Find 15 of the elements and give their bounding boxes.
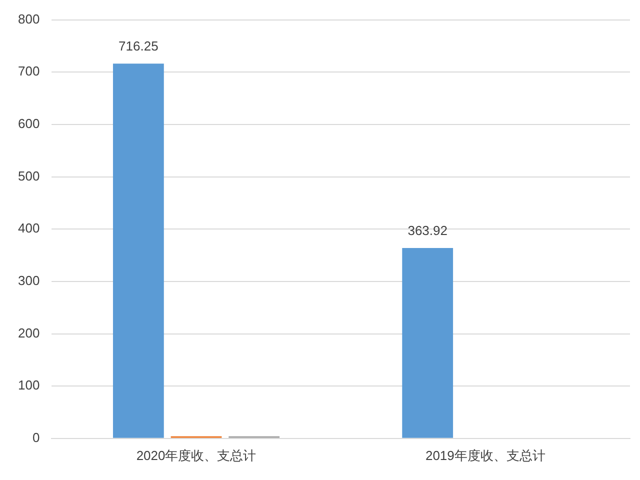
- data-label: 716.25: [118, 38, 158, 54]
- y-tick-label: 600: [18, 116, 40, 132]
- y-tick-label: 300: [18, 273, 40, 288]
- bar: [402, 248, 454, 438]
- y-tick-label: 100: [18, 378, 40, 393]
- y-tick-label: 400: [18, 220, 40, 236]
- y-tick-label: 800: [18, 11, 40, 26]
- y-tick-label: 500: [18, 168, 40, 184]
- x-tick-label: 2019年度收、支总计: [425, 448, 546, 463]
- y-tick-label: 200: [18, 325, 40, 340]
- data-label: 363.92: [408, 223, 448, 238]
- bar: [112, 64, 164, 438]
- y-tick-label: 0: [32, 430, 40, 445]
- x-tick-label: 2020年度收、支总计: [136, 448, 256, 463]
- y-tick-label: 700: [18, 64, 40, 79]
